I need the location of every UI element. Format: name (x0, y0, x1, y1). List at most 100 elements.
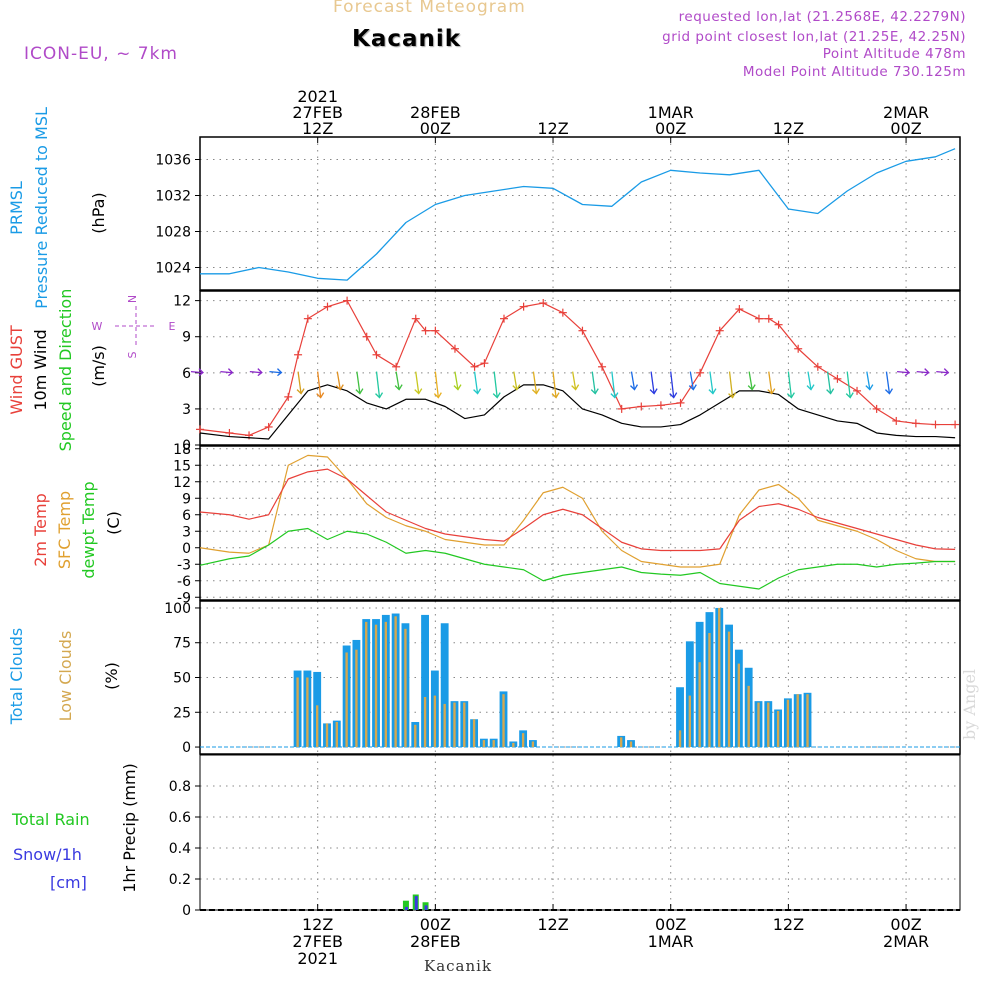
wind-arrow (748, 371, 753, 390)
time-label-bottom: 2MAR (883, 932, 929, 951)
low-cloud-bar (433, 695, 437, 748)
wind-arrow (807, 371, 812, 390)
time-label-top: 00Z (655, 119, 686, 138)
location-name: Kacanik (352, 26, 462, 52)
y-tick-label: 9 (182, 491, 191, 507)
wind-arrow-head (227, 368, 234, 377)
y-tick-label: 0.6 (169, 810, 191, 826)
wind-arrow-head (375, 392, 384, 399)
time-label-bottom: 00Z (890, 915, 921, 934)
wind-arrow-head (924, 368, 930, 377)
wind-arrow (336, 371, 341, 390)
low-cloud-bar (374, 624, 378, 748)
wind-arrow (885, 371, 891, 394)
snow-bar (414, 896, 418, 910)
time-label-bottom: 1MAR (648, 932, 694, 951)
time-label-top: 12Z (537, 119, 568, 138)
wind-arrow (591, 371, 596, 394)
low-cloud-bar (355, 649, 358, 748)
wind-arrow-head (943, 368, 950, 377)
time-label-bottom: 00Z (420, 915, 451, 934)
wind-arrow (787, 371, 793, 398)
wind-arrow-head (492, 392, 501, 399)
wind-arrow (356, 371, 361, 394)
pressure-label: PRMSL (7, 181, 26, 235)
snow-bar (404, 906, 408, 910)
wind-arrow-head (826, 388, 835, 395)
y-tick-label: 6 (182, 508, 191, 524)
y-tick-label: 0.8 (169, 779, 191, 795)
low-cloud-bar (620, 737, 623, 748)
low-cloud-bar (345, 652, 348, 748)
wind-arrow (689, 371, 694, 390)
wind-arrow-head (276, 368, 283, 377)
wind-arrow-head (531, 388, 540, 395)
wind-arrow (190, 370, 203, 374)
panel-frame (199, 136, 961, 291)
panel-frame (199, 290, 961, 446)
low-cloud-bar (698, 662, 701, 748)
y-tick-label: 50 (173, 671, 191, 687)
y-tick-label: -9 (177, 590, 191, 606)
y-tick-label: 0 (182, 903, 191, 919)
wind-arrow (826, 371, 832, 394)
time-label-bottom: 12Z (537, 915, 568, 934)
low-cloud-bar (414, 724, 417, 748)
low-cloud-bar (472, 719, 476, 748)
y-tick-label: 18 (173, 442, 191, 458)
low-cloud-bar (453, 702, 456, 748)
dewpoint-line (199, 527, 956, 590)
time-label-bottom: 2021 (297, 949, 338, 968)
y-tick-label: 75 (173, 636, 191, 652)
total-clouds-label: Total Clouds (7, 628, 26, 726)
wind-gust-label: Wind GUST (7, 325, 26, 415)
wind-arrow-head (394, 384, 403, 391)
low-cloud-bar (384, 621, 388, 748)
time-label-bottom: 27FEB (292, 932, 343, 951)
wind-arrow (572, 371, 577, 390)
y-tick-label: 9 (182, 330, 191, 346)
wind-arrow-head (767, 388, 776, 395)
wind-arrow-head (414, 388, 423, 395)
y-tick-label: 12 (173, 294, 191, 310)
compass-s: S (126, 351, 139, 358)
low-cloud-bar (325, 723, 329, 748)
wind-arrow (630, 371, 636, 390)
y-tick-label: 1032 (155, 189, 191, 205)
time-label-top: 00Z (890, 119, 921, 138)
wind-arrow-head (630, 384, 639, 391)
wind-arrow-head (355, 388, 364, 395)
wind-arrow-head (649, 388, 658, 395)
chart-title: Forecast Meteogram (333, 0, 526, 17)
low-cloud-bar (786, 699, 790, 748)
low-cloud-bar (335, 722, 338, 748)
total-cloud-bar (440, 623, 449, 748)
wind-arrow (297, 371, 302, 394)
y-tick-label: -3 (177, 557, 191, 573)
wind-arrow (866, 371, 871, 390)
y-tick-label: 0.4 (169, 841, 191, 857)
grid-point-coordinates: grid point closest lon,lat (21.25E, 42.2… (662, 29, 966, 45)
low-cloud-bar (492, 740, 495, 748)
wind-label: 10m Wind (31, 329, 50, 410)
pressure-label-sub: Pressure Reduced to MSL (32, 107, 51, 309)
wind-arrow (513, 371, 518, 390)
total-cloud-bar (685, 641, 694, 748)
low-cloud-bar (463, 702, 466, 748)
sfc-temp-label: SFC Temp (55, 491, 74, 569)
low-cloud-bar (806, 694, 809, 748)
wind-arrow (936, 370, 948, 374)
wind-arrow-head (806, 384, 815, 391)
wind-arrow (249, 370, 261, 374)
time-label-top: 1MAR (648, 103, 694, 122)
low-cloud-bar (737, 663, 741, 748)
gust-line (199, 300, 956, 436)
low-cloud-bar (512, 742, 515, 748)
y-tick-label: 1028 (155, 225, 191, 241)
wind-arrow-head (453, 384, 462, 391)
y-tick-label: 3 (182, 402, 191, 418)
low-cloud-bar (688, 695, 692, 748)
wind-arrow (532, 371, 538, 394)
time-label-top: 2021 (297, 87, 338, 106)
wind-arrow (375, 371, 381, 398)
